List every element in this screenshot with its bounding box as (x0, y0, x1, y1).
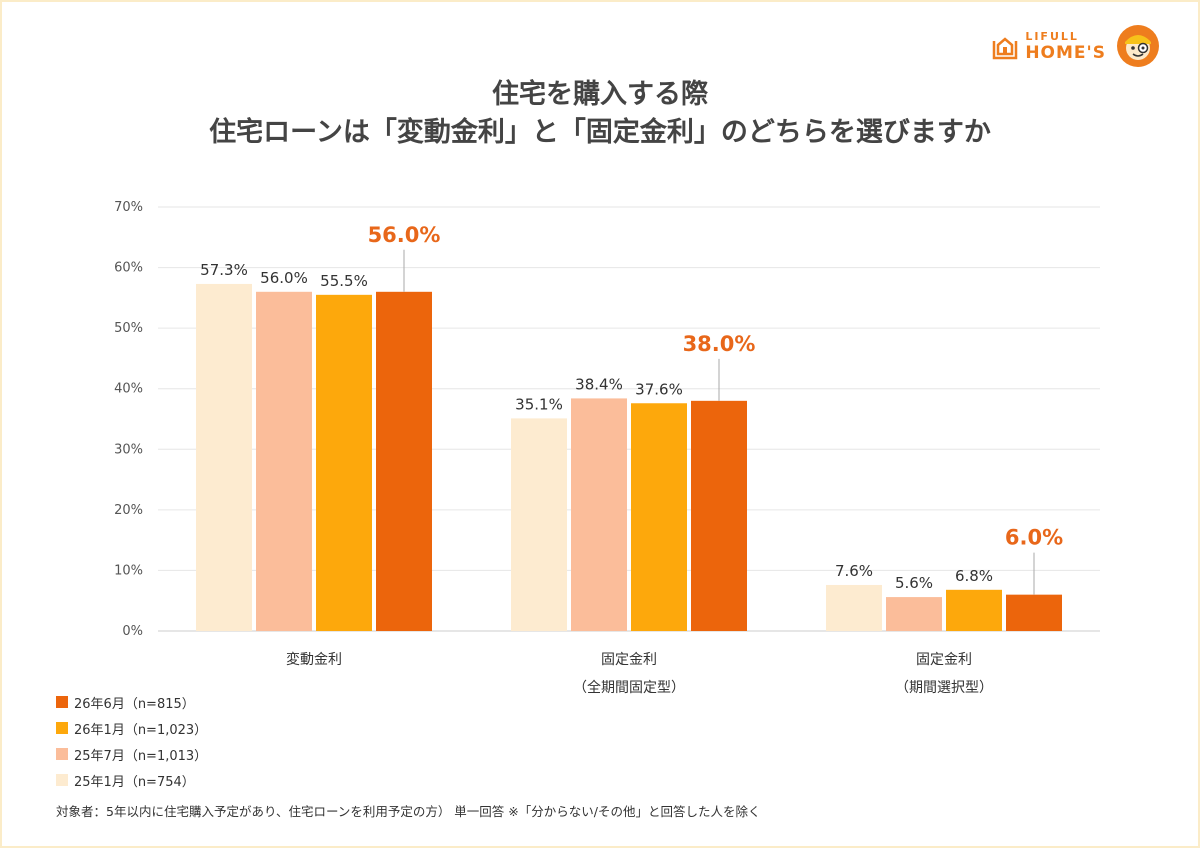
logo-line2: HOME'S (1025, 42, 1106, 63)
data-label: 38.4% (575, 375, 623, 393)
y-tick-label: 20% (114, 503, 143, 518)
footnote: 対象者：5年以内に住宅購入予定があり、住宅ローンを利用予定の方） 単一回答 ※「… (56, 804, 761, 819)
y-tick-label: 70% (114, 200, 143, 215)
legend-label: 25年1月（n=754） (74, 774, 195, 790)
category-label: （全期間固定型） (573, 679, 685, 696)
legend-item: 25年7月（n=1,013） (56, 741, 207, 767)
y-tick-label: 40% (114, 382, 143, 397)
data-label-highlight: 38.0% (683, 332, 756, 356)
data-label: 5.6% (895, 574, 933, 592)
lifull-homes-logo: LIFULL HOME'S (991, 24, 1160, 68)
bar (196, 283, 252, 631)
bar (946, 589, 1002, 631)
bar (826, 584, 882, 631)
data-label: 55.5% (320, 272, 368, 290)
bar (886, 597, 942, 631)
category-label: 変動金利 (286, 651, 342, 668)
logo-line1: LIFULL (1025, 29, 1079, 43)
legend-item: 26年6月（n=815） (56, 689, 207, 715)
data-label: 57.3% (200, 261, 248, 279)
data-label-highlight: 6.0% (1005, 526, 1063, 550)
y-tick-label: 10% (114, 563, 143, 578)
legend-item: 26年1月（n=1,023） (56, 715, 207, 741)
bar (691, 400, 747, 631)
bar (511, 418, 567, 631)
y-tick-label: 60% (114, 261, 143, 276)
bar (1006, 594, 1062, 631)
chart-title: 住宅を購入する際 住宅ローンは「変動金利」と「固定金利」のどちらを選びますか (0, 76, 1200, 152)
category-label: 固定金利 (916, 652, 972, 668)
data-label: 56.0% (260, 269, 308, 287)
legend-label: 26年6月（n=815） (74, 696, 195, 712)
y-tick-label: 0% (122, 624, 143, 639)
bar (631, 403, 687, 631)
data-label-highlight: 56.0% (368, 223, 441, 247)
legend-label: 26年1月（n=1,023） (74, 722, 208, 738)
legend-swatch (56, 722, 68, 734)
category-label: （期間選択型） (895, 680, 993, 696)
house-icon (993, 37, 1018, 60)
legend-label: 25年7月（n=1,013） (74, 748, 208, 764)
bar (571, 398, 627, 631)
category-label: 固定金利 (601, 652, 657, 668)
bar (376, 291, 432, 631)
data-label: 7.6% (835, 562, 873, 580)
data-label: 6.8% (955, 567, 993, 585)
logo-wordmark: LIFULL HOME'S (991, 31, 1106, 62)
legend-swatch (56, 774, 68, 786)
bar (316, 294, 372, 631)
chart-legend: 26年6月（n=815） 26年1月（n=1,023） 25年7月（n=1,013）… (56, 689, 207, 793)
data-label: 35.1% (515, 395, 563, 413)
y-tick-label: 30% (114, 442, 143, 457)
bar (256, 291, 312, 631)
legend-item: 25年1月（n=754） (56, 767, 207, 793)
chart-title-line2: 住宅ローンは「変動金利」と「固定金利」のどちらを選びますか (209, 117, 991, 148)
legend-swatch (56, 696, 68, 708)
legend-swatch (56, 748, 68, 760)
data-label: 37.6% (635, 380, 683, 398)
chart-title-line1: 住宅を購入する際 (492, 79, 708, 110)
mascot-icon (1117, 25, 1159, 67)
y-tick-label: 50% (114, 321, 143, 336)
